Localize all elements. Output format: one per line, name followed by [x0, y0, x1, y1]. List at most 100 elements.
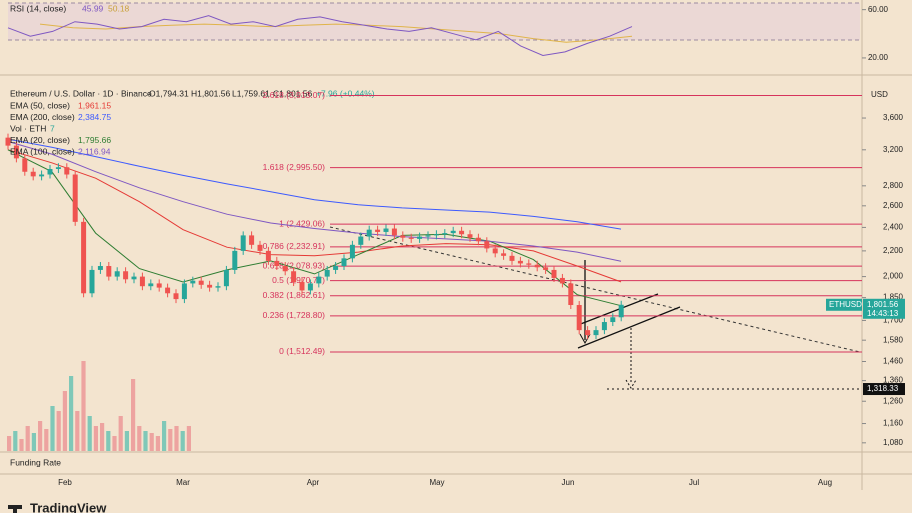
y-tick-label: 1,260: [883, 396, 904, 405]
candle-body: [517, 260, 523, 264]
volume-bar: [81, 361, 86, 451]
candle-body: [131, 276, 137, 280]
x-tick-label: Jul: [689, 478, 699, 487]
candle-body: [618, 304, 624, 318]
candle-body: [215, 286, 221, 288]
y-tick-label: 2,000: [883, 272, 904, 281]
candle-body: [114, 271, 120, 277]
ema-line: [7, 149, 622, 283]
y-tick-label: 1,160: [883, 419, 904, 428]
candle-body: [223, 269, 229, 287]
candle-body: [467, 234, 473, 238]
volume-bar: [25, 426, 30, 451]
candle-body: [442, 233, 448, 235]
legend-name: Vol · ETH: [10, 123, 46, 133]
y-tick-label: 2,400: [883, 223, 904, 232]
candle-body: [358, 236, 364, 245]
candle-body: [425, 235, 431, 237]
candle-body: [307, 283, 313, 291]
candle-body: [5, 137, 11, 146]
candle-body: [391, 228, 397, 236]
y-tick-label: 2,600: [883, 201, 904, 210]
brand-logo: [8, 505, 22, 513]
volume-bar: [186, 426, 191, 451]
symbol-tag-bg: [826, 298, 862, 311]
currency: USD: [871, 90, 888, 99]
rsi-line: [7, 15, 633, 57]
y-tick-label: 1,080: [883, 438, 904, 447]
x-tick-label: Apr: [307, 478, 320, 487]
candle-body: [501, 253, 507, 256]
candle-body: [198, 280, 204, 285]
y-tick-label: 3,600: [883, 113, 904, 122]
y-tick-label: 2,200: [883, 246, 904, 255]
volume-bar: [50, 406, 55, 451]
legend-value: 2,384.75: [78, 112, 111, 122]
volume-bar: [118, 416, 123, 451]
candle-body: [30, 171, 36, 177]
channel-line: [577, 293, 659, 326]
candle-body: [593, 330, 599, 336]
price-axis: USD 3,600 3,200 2,800 2,600 2,400 2,200 2,000 1,…: [862, 90, 904, 447]
price-tag-bg: [863, 298, 905, 319]
candle-body: [534, 264, 540, 268]
y-tick-label: 1,850: [883, 293, 904, 302]
y-tick-label: 2,800: [883, 181, 904, 190]
volume-bar: [180, 431, 185, 451]
volume-bar: [7, 436, 12, 451]
y-tick-label: 1,360: [883, 376, 904, 385]
fib-label: 1.618 (2,995.50): [263, 162, 326, 172]
fib-label: 0.236 (1,728.80): [263, 310, 326, 320]
y-tick-label: 1,460: [883, 357, 904, 366]
volume-bar: [124, 431, 129, 451]
candle-body: [39, 174, 45, 177]
countdown: 14:43:13: [867, 309, 899, 318]
candle-body: [72, 174, 78, 222]
volume-bar: [149, 433, 154, 451]
candle-body: [274, 260, 280, 267]
candle-body: [551, 269, 557, 278]
candle-body: [526, 263, 532, 265]
candle-body: [366, 229, 372, 237]
candle-body: [257, 244, 263, 251]
x-tick-label: Jun: [562, 478, 575, 487]
candle-body: [282, 266, 288, 272]
volume-bar: [137, 426, 142, 451]
fib-label: 0.786 (2,232.91): [263, 241, 326, 251]
volume-bar: [69, 376, 74, 451]
candle-body: [81, 221, 87, 294]
candle-body: [324, 269, 330, 277]
volume-bar: [155, 436, 160, 451]
volume-bar: [31, 433, 36, 451]
channel-line: [577, 306, 681, 349]
candle-body: [47, 169, 53, 175]
trendline: [329, 226, 861, 353]
candle-body: [291, 271, 297, 283]
ema-line: [7, 138, 622, 230]
x-tick-label: Feb: [58, 478, 72, 487]
fib-label: 0.382 (1,862.61): [263, 290, 326, 300]
candle-body: [13, 145, 19, 159]
close: C1,801.56: [273, 88, 312, 98]
volume-bar: [44, 429, 49, 451]
candle-body: [459, 230, 465, 235]
volume-bar: [75, 411, 80, 451]
legend-value: 7: [50, 123, 55, 133]
volume-bar: [131, 379, 136, 451]
rsi-band: [8, 3, 860, 40]
legend-name: EMA (50, close): [10, 100, 70, 110]
candle-body: [341, 258, 347, 267]
rsi-name: RSI (14, close): [10, 3, 66, 13]
volume-bar: [62, 391, 67, 451]
legend-value: 2,116.94: [78, 146, 111, 156]
symbol-tag: ETHUSD: [829, 300, 862, 309]
fib-label: 0.618 (2,078.93): [263, 260, 326, 270]
candle-body: [601, 322, 607, 331]
volume-bar: [100, 423, 105, 451]
rsi-value: 45.99: [82, 3, 104, 13]
candle-body: [543, 267, 549, 270]
candle-body: [375, 229, 381, 232]
candle-body: [383, 228, 389, 232]
